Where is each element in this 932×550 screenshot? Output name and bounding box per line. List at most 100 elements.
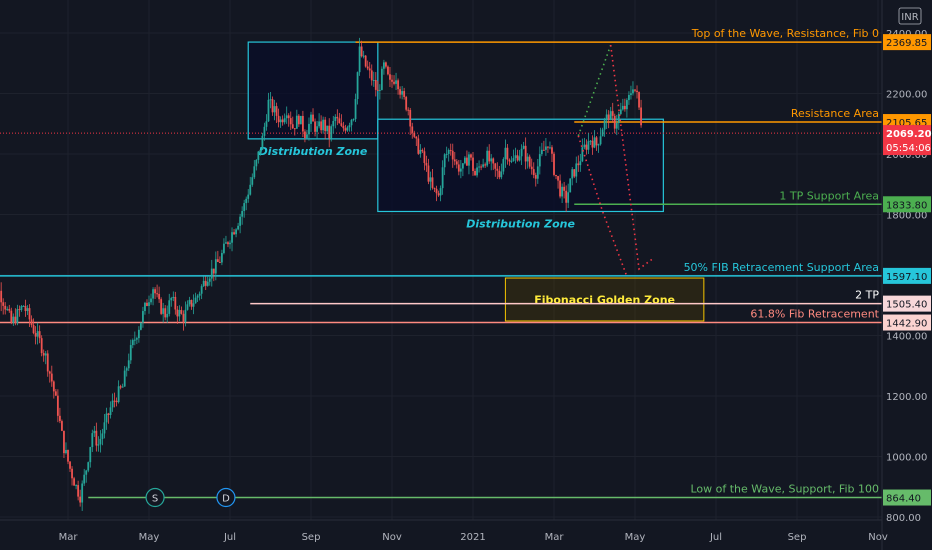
candle-body [239, 216, 242, 226]
candle-body [350, 119, 353, 126]
candle-body [28, 308, 31, 320]
candle-body [137, 329, 140, 339]
candle-body [571, 169, 574, 179]
currency-box [898, 7, 922, 25]
candle-body [372, 79, 375, 81]
candle-body [259, 149, 262, 152]
candle-body [253, 166, 256, 178]
price-tag-text: 1833.80 [886, 200, 927, 211]
y-tick-label: 1000.00 [886, 453, 927, 464]
candle-body [490, 158, 493, 162]
candle-body [459, 168, 462, 172]
candle-body [214, 259, 217, 274]
candle-body [144, 302, 146, 312]
candle-body [146, 302, 148, 306]
price-tag-bg [883, 267, 931, 284]
candle-body [8, 308, 11, 311]
time-axis[interactable]: Mar May Jul Sep Nov 2021 Mar May Jul Sep Nov [0, 519, 888, 543]
candles [0, 37, 642, 511]
candle-body [14, 316, 17, 324]
candle-body [378, 89, 381, 91]
y-tick-label: 1400.00 [886, 332, 927, 343]
level-label: 2 TP [855, 289, 879, 302]
candle-body [210, 268, 213, 279]
candle-body [308, 123, 310, 135]
candle-body [326, 125, 329, 132]
candle-body [89, 447, 92, 463]
candle-body [508, 159, 511, 162]
candle-body [364, 55, 367, 67]
candle-body [599, 136, 602, 145]
candle-body [338, 118, 341, 124]
candle-body [451, 150, 454, 160]
candle-body [36, 331, 39, 337]
candle-body [158, 293, 161, 300]
candle-body [419, 149, 422, 154]
candle-body [129, 345, 132, 361]
candle-body [142, 311, 144, 323]
candle-body [79, 496, 82, 503]
candle-body [431, 177, 434, 188]
price-tags: 2369.85 2105.65 1833.80 1597.10 1505.40 1442.… [883, 34, 932, 506]
candle-body [121, 386, 124, 388]
candle-body [184, 309, 187, 323]
candle-body [235, 229, 237, 235]
candle-body [160, 299, 163, 314]
candle-body [557, 176, 559, 181]
candle-body [127, 360, 130, 369]
candle-body [626, 100, 628, 110]
candle-body [206, 281, 209, 286]
y-tick-label: 1800.00 [886, 211, 927, 222]
candle-body [480, 166, 482, 168]
candle-body [216, 259, 219, 262]
candle-body [271, 99, 274, 113]
candle-body [358, 46, 361, 73]
candle-body [101, 433, 104, 439]
candle-body [225, 242, 227, 244]
candle-body [237, 225, 239, 230]
candle-body [522, 145, 525, 149]
candle-body [587, 141, 590, 150]
candle-body [223, 243, 225, 254]
current-price-tag-bg [883, 125, 931, 156]
candle-body [589, 140, 592, 142]
candle-body [67, 449, 69, 462]
candle-body [172, 296, 175, 299]
candle-body [443, 154, 446, 168]
candle-body [135, 338, 138, 340]
event-marker-label: D [222, 494, 230, 505]
candle-body [346, 127, 349, 131]
candle-body [188, 299, 191, 305]
candle-body [520, 148, 523, 157]
candle-body [476, 167, 478, 176]
candle-body [354, 99, 357, 120]
candle-body [500, 171, 503, 178]
candle-body [212, 268, 215, 274]
candle-body [267, 99, 270, 122]
candle-body [461, 163, 464, 169]
candle-body [168, 300, 171, 314]
candle-body [607, 114, 610, 121]
projection-path [577, 44, 612, 137]
candle-body [630, 93, 632, 95]
candle-body [152, 289, 154, 299]
candle-body [293, 128, 296, 130]
candle-body [391, 79, 393, 82]
candle-body [257, 151, 260, 160]
candle-body [540, 149, 543, 155]
y-tick-label: 2000.00 [886, 150, 927, 161]
candle-body [423, 151, 426, 163]
currency-label: INR [901, 12, 918, 23]
y-tick-label: 800.00 [886, 513, 921, 524]
levels: Top of the Wave, Resistance, Fib 0 Resist… [0, 27, 882, 499]
candle-body [2, 302, 5, 306]
candle-body [362, 55, 365, 57]
candle-body [585, 144, 588, 150]
candle-body [561, 186, 563, 197]
candle-body [575, 163, 578, 177]
candle-body [385, 62, 387, 67]
candle-body [285, 115, 288, 119]
candle-body [38, 331, 41, 339]
candle-body [405, 96, 408, 110]
